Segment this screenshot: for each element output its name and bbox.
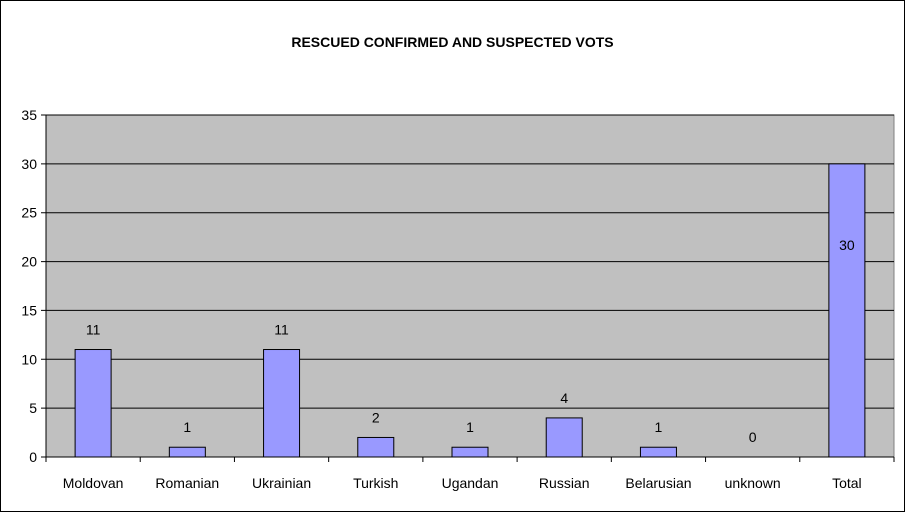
bar [639,446,677,458]
x-tick-label: Total [832,475,862,491]
y-tick-label: 20 [21,254,37,270]
data-label: 0 [749,429,757,445]
x-tick-label: Belarusian [625,475,691,491]
x-tick-label: Moldovan [63,475,124,491]
chart-title: RESCUED CONFIRMED AND SUSPECTED VOTS [291,34,614,50]
x-tick-label: Ugandan [442,475,499,491]
y-tick-label: 5 [29,400,37,416]
bar [357,436,395,458]
data-label: 4 [560,390,568,406]
data-label: 11 [86,322,101,338]
bar [828,163,866,458]
y-tick-label: 15 [21,302,37,318]
data-label: 1 [183,419,191,435]
bar [263,349,301,458]
data-label: 30 [839,237,855,253]
bar [545,417,583,458]
y-tick-label: 10 [21,351,37,367]
data-label: 11 [274,322,289,338]
data-label: 1 [466,419,474,435]
x-tick-label: Ukrainian [252,475,311,491]
data-label: 1 [655,419,663,435]
x-tick-label: unknown [725,475,781,491]
y-tick-label: 30 [21,156,37,172]
x-tick-label: Russian [539,475,590,491]
y-tick-label: 0 [29,449,37,465]
x-tick-label: Turkish [353,475,398,491]
bar [168,446,206,458]
plot-area [45,114,895,458]
x-tick-label: Romanian [155,475,219,491]
y-tick-label: 25 [21,205,37,221]
bar [74,349,112,458]
bar [451,446,489,458]
data-label: 2 [372,409,380,425]
y-tick-label: 35 [21,107,37,123]
